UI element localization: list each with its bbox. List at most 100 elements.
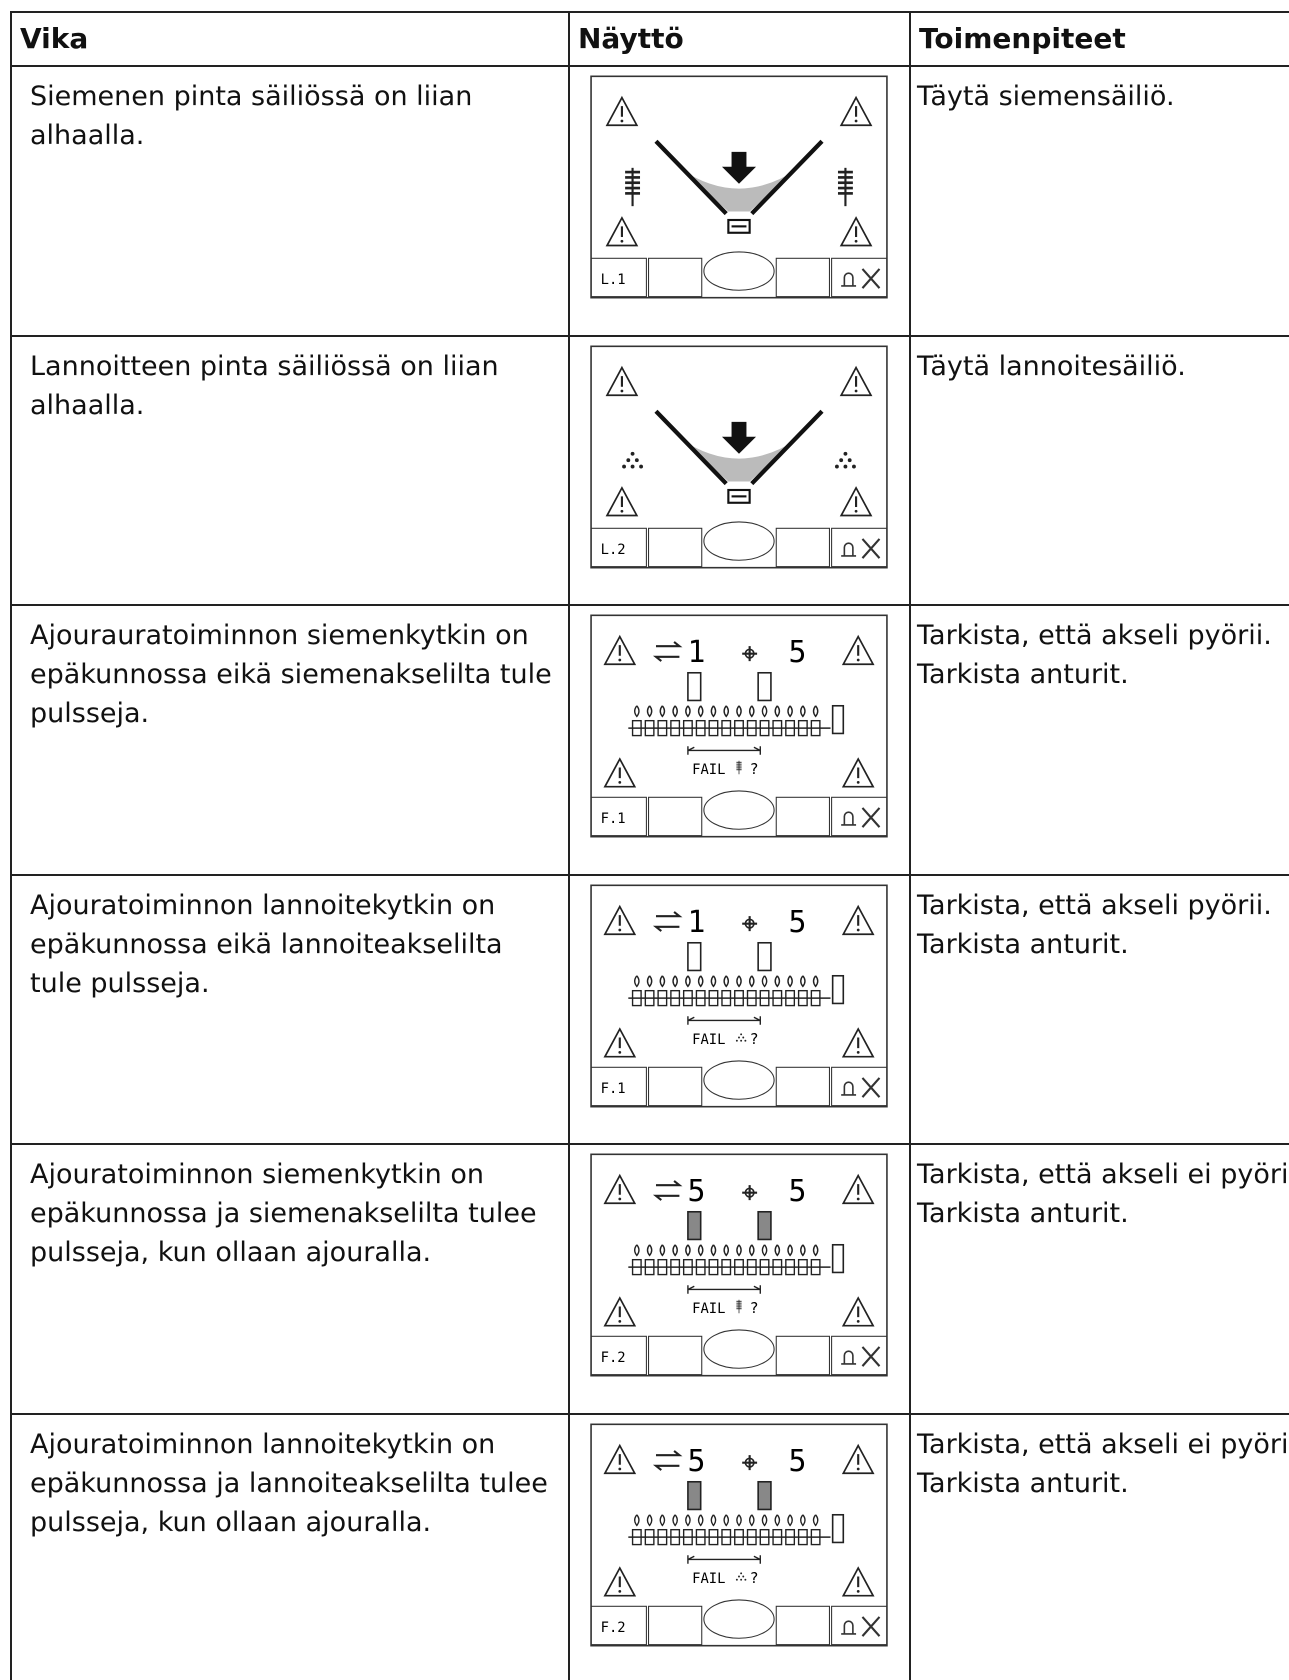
warning-dot [857, 1051, 860, 1054]
tramline-count: 1 [687, 635, 705, 670]
header-text: Vika [20, 22, 88, 55]
softkey [704, 1060, 774, 1098]
fertilizer-icon [844, 464, 848, 468]
shutoff-indicator [688, 1212, 701, 1240]
warning-dot [857, 1320, 860, 1323]
warning-dot [855, 120, 858, 123]
fail-text: FAIL [692, 1570, 725, 1586]
softkey [704, 1599, 774, 1637]
screen-code: F.2 [601, 1350, 626, 1366]
tramline-count: 5 [789, 1174, 807, 1209]
fail-question: ? [750, 1029, 759, 1047]
action-cell: Täytä siemensäiliö. [909, 65, 1289, 335]
fertilizer-icon [744, 1039, 746, 1041]
tramline-count: 5 [789, 635, 807, 670]
warning-dot [621, 389, 624, 392]
action-text: Tarkista, että akseli pyörii. [917, 616, 1289, 655]
tramline-count: 5 [789, 905, 807, 940]
shutoff-indicator [688, 673, 701, 701]
header-text: Näyttö [578, 22, 684, 55]
header-cell: Näyttö [568, 11, 909, 65]
warning-dot [618, 1590, 621, 1593]
fault-text: Ajourauratoiminnon siemenkytkin on [30, 616, 568, 655]
tramline-count: 5 [687, 1174, 705, 1209]
header-cell: Vika [10, 11, 568, 65]
screen-code: L.2 [601, 541, 626, 557]
fertilizer-icon [852, 464, 856, 468]
action-cell: Tarkista, että akseli pyörii.Tarkista an… [909, 874, 1289, 1144]
warning-dot [621, 240, 624, 243]
fault-text: Siemenen pinta säiliössä on liian [30, 77, 568, 116]
shutoff-indicator [688, 1481, 701, 1509]
fertilizer-icon [631, 464, 635, 468]
shutoff-indicator [758, 942, 771, 970]
fertilizer-icon [839, 458, 843, 462]
display-screen: L.1 [590, 75, 888, 299]
fault-text: Ajouratoiminnon lannoitekytkin on [30, 886, 568, 925]
fertilizer-icon [848, 458, 852, 462]
warning-dot [857, 1590, 860, 1593]
fail-question: ? [750, 1299, 759, 1317]
tramline-count: 1 [687, 905, 705, 940]
fertilizer-icon [736, 1578, 738, 1580]
screen-code: L.1 [601, 272, 626, 288]
screen-code: F.2 [601, 1619, 626, 1635]
shutoff-indicator [758, 1481, 771, 1509]
action-text: Täytä siemensäiliö. [917, 77, 1289, 116]
action-text: Tarkista, että akseli ei pyöri. [917, 1155, 1289, 1194]
warning-dot [857, 1467, 860, 1470]
header-text: Toimenpiteet [919, 22, 1126, 55]
fault-text: Lannoitteen pinta säiliössä on liian [30, 347, 568, 386]
fault-text: alhaalla. [30, 386, 568, 425]
fail-text: FAIL [692, 762, 725, 778]
warning-dot [621, 120, 624, 123]
warning-dot [618, 1051, 621, 1054]
fault-text: epäkunnossa ja lannoiteakselilta tulee [30, 1464, 568, 1503]
tramline-count: 5 [687, 1444, 705, 1479]
fertilizer-icon [639, 464, 643, 468]
fertilizer-icon [635, 458, 639, 462]
softkey [704, 252, 774, 290]
fertilizer-icon [740, 1033, 742, 1035]
warning-dot [618, 1198, 621, 1201]
display-cell: L.1 [568, 65, 909, 335]
warning-dot [618, 781, 621, 784]
action-text: Tarkista anturit. [917, 1194, 1289, 1233]
fertilizer-icon [736, 1039, 738, 1041]
screen-code: F.1 [601, 811, 626, 827]
shutoff-indicator [758, 1212, 771, 1240]
fertilizer-icon [742, 1575, 744, 1577]
fail-text: FAIL [692, 1031, 725, 1047]
softkey [704, 521, 774, 559]
fertilizer-icon [631, 451, 635, 455]
softkey [704, 1330, 774, 1368]
fault-text: pulsseja, kun ollaan ajouralla. [30, 1233, 568, 1272]
fault-text: Ajouratoiminnon lannoitekytkin on [30, 1425, 568, 1464]
fail-question: ? [750, 1568, 759, 1586]
fertilizer-icon [740, 1039, 742, 1041]
fertilizer-icon [742, 1036, 744, 1038]
action-text: Tarkista anturit. [917, 655, 1289, 694]
fail-text: FAIL [692, 1301, 725, 1317]
action-cell: Tarkista, että akseli pyörii.Tarkista an… [909, 604, 1289, 874]
fault-text: tule pulsseja. [30, 964, 568, 1003]
action-cell: Täytä lannoitesäiliö. [909, 335, 1289, 605]
fault-text: pulsseja. [30, 694, 568, 733]
fertilizer-icon [740, 1572, 742, 1574]
action-text: Tarkista anturit. [917, 925, 1289, 964]
warning-dot [621, 509, 624, 512]
warning-dot [618, 1320, 621, 1323]
shutoff-indicator [688, 942, 701, 970]
fault-text: pulsseja, kun ollaan ajouralla. [30, 1503, 568, 1542]
warning-dot [855, 389, 858, 392]
action-text: Täytä lannoitesäiliö. [917, 347, 1289, 386]
shutoff-indicator [758, 673, 771, 701]
